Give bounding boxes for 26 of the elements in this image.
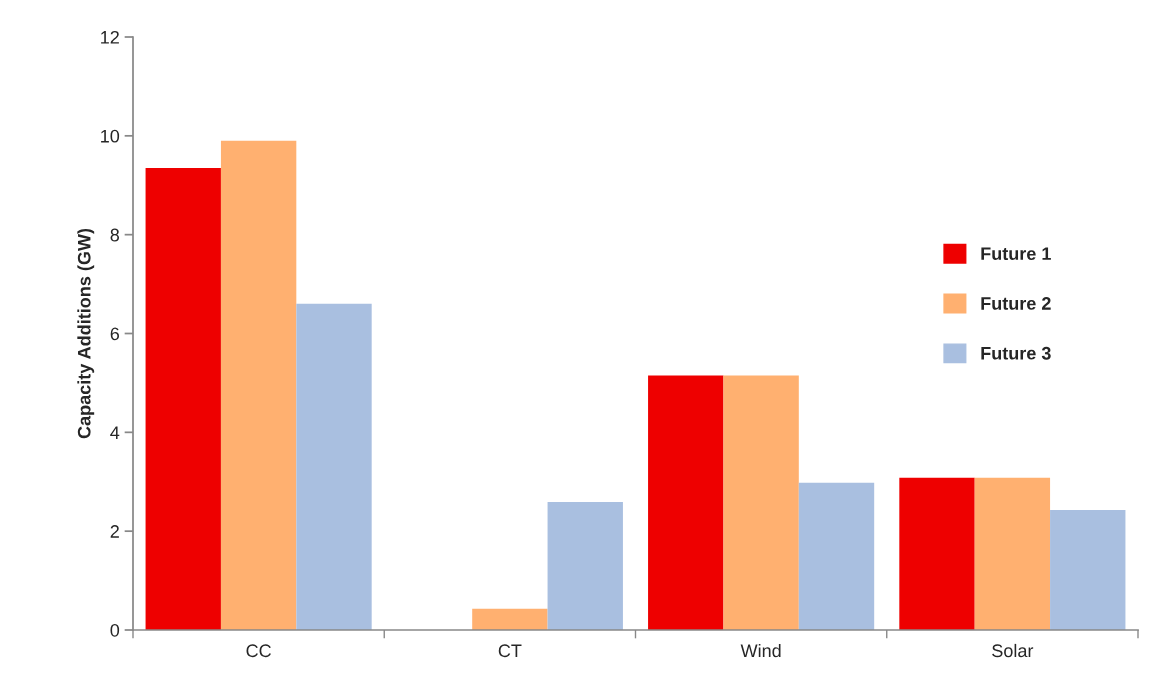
legend-label: Future 1 [981, 247, 1051, 261]
legend-label: Future 2 [981, 297, 1051, 310]
legend-label: Future 3 [981, 346, 1051, 360]
y-tick-label: 10 [101, 129, 120, 143]
x-tick-label: Solar [992, 643, 1034, 658]
bar [296, 303, 372, 630]
x-tick-label: Wind [740, 643, 781, 658]
bar [547, 502, 623, 630]
y-tick-label: 12 [101, 30, 119, 44]
bar [899, 477, 975, 630]
bar [648, 375, 724, 630]
bar [220, 140, 297, 630]
x-tick-label: CT [498, 644, 522, 658]
y-axis-title: Capacity Additions (GW) [77, 228, 95, 439]
bar [974, 477, 1051, 630]
bar [723, 375, 799, 630]
bar [798, 482, 875, 630]
y-tick-label: 0 [110, 623, 120, 637]
bar [1050, 509, 1126, 630]
x-tick-label: CC [246, 644, 271, 658]
bar [472, 608, 548, 630]
y-tick-label: 2 [110, 525, 119, 538]
y-tick-label: 6 [110, 327, 120, 341]
bar [145, 167, 221, 630]
y-tick-label: 8 [110, 228, 120, 242]
y-tick-label: 4 [110, 426, 120, 439]
